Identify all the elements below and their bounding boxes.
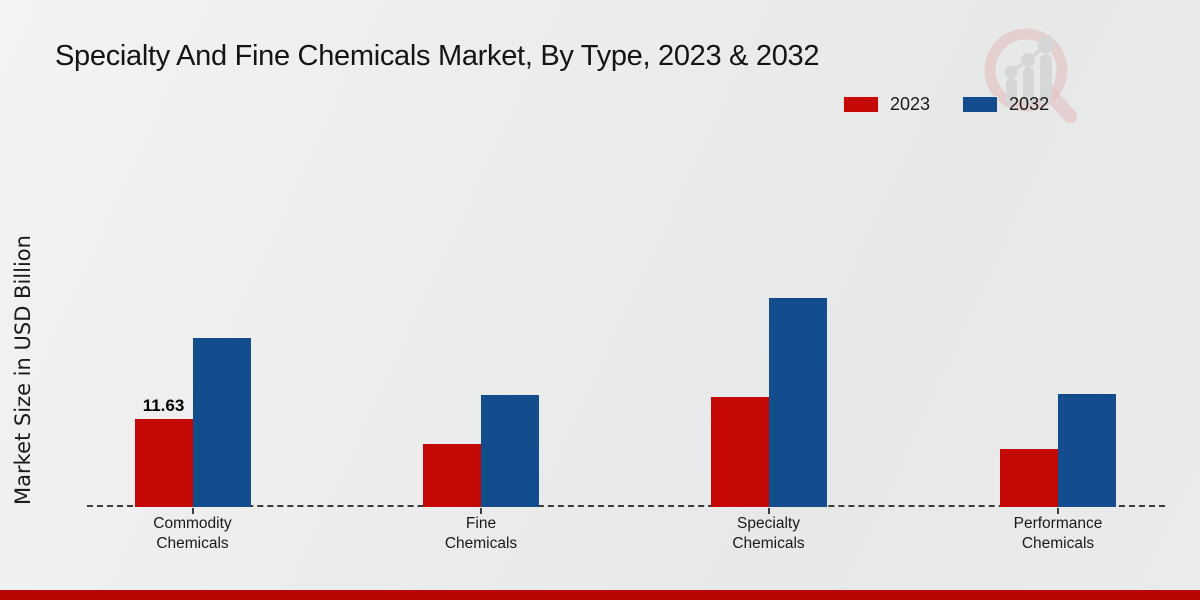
footer-accent-bar: [0, 590, 1200, 600]
bar-data-label: 11.63: [142, 396, 185, 415]
bar-2032-specialty-chemicals: [768, 298, 827, 507]
chart-title: Specialty And Fine Chemicals Market, By …: [55, 40, 820, 72]
bar-2023-fine-chemicals: [423, 444, 481, 507]
category-label-specialty-chemicals: Specialty Chemicals: [732, 515, 805, 552]
legend-label-2032: 2032: [1009, 94, 1050, 114]
category-label-performance-chemicals: Performance Chemicals: [1013, 515, 1103, 552]
category-label-commodity-chemicals: Commodity Chemicals: [153, 515, 232, 552]
bar-2023-performance-chemicals: [1000, 449, 1058, 507]
bar-2032-commodity-chemicals: [192, 338, 251, 507]
bar-2023-commodity-chemicals: [134, 419, 193, 507]
analytics-magnifier-watermark: [980, 26, 1080, 124]
x-axis-tick: [1057, 508, 1059, 514]
bar-2032-performance-chemicals: [1058, 394, 1116, 507]
magnifier-chart-icon: [984, 28, 1077, 123]
x-axis-tick: [480, 508, 482, 514]
x-axis-tick: [191, 508, 194, 514]
legend-label-2023: 2023: [890, 94, 931, 114]
bar-2023-specialty-chemicals: [710, 397, 769, 507]
x-axis-tick: [767, 508, 770, 514]
x-axis-dashed-line: [87, 505, 1165, 507]
legend-swatch-2032: [962, 96, 999, 113]
legend: 2023 2032: [843, 94, 1049, 115]
legend-swatch-2023: [843, 96, 879, 113]
bar-2032-fine-chemicals: [481, 395, 539, 507]
category-label-fine-chemicals: Fine Chemicals: [444, 515, 518, 552]
